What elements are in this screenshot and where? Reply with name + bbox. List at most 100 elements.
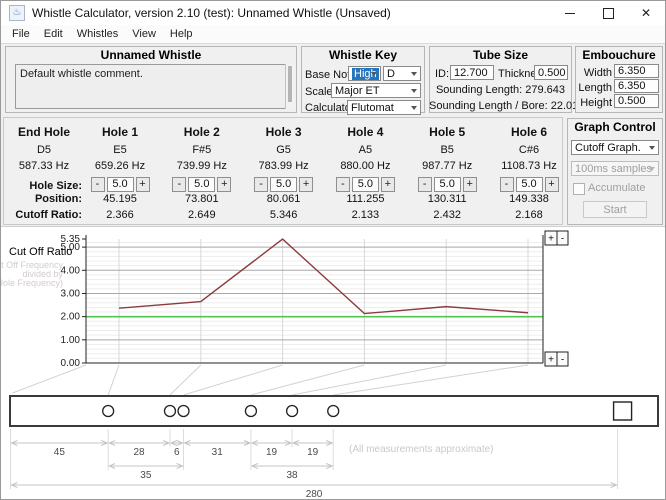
hole-size-plus-button[interactable]: + <box>544 177 559 192</box>
base-note-label: Base Note: <box>305 69 360 81</box>
hole-cutoff: 2.649 <box>188 209 216 221</box>
hole-position: 149.338 <box>509 193 549 205</box>
position-row-label: Position: <box>34 193 82 205</box>
hole-cutoff: 2.366 <box>106 209 134 221</box>
hole-size-spinner: -5.0 + <box>406 177 488 192</box>
dimension-label: 35 <box>140 470 152 481</box>
hole-header: Hole 6 <box>510 125 547 139</box>
hole-size-value: 5.0 <box>188 177 216 192</box>
hole-size-plus-button[interactable]: + <box>299 177 314 192</box>
hole-size-minus-button[interactable]: - <box>335 177 350 192</box>
embouchure-length-field[interactable]: 6.350 <box>614 79 659 93</box>
hole-cutoff: 2.133 <box>351 209 380 221</box>
finger-hole <box>285 404 299 418</box>
y-tick-label: 0.00 <box>61 358 81 369</box>
y-tick-label: 2.00 <box>61 312 81 323</box>
minimize-button[interactable] <box>551 1 589 25</box>
dimension-label: 280 <box>306 489 323 500</box>
comment-textarea[interactable]: Default whistle comment. <box>15 64 293 109</box>
hole-size-spinner: -5.0 + <box>79 177 161 192</box>
menu-item-view[interactable]: View <box>132 28 156 40</box>
menu-item-edit[interactable]: Edit <box>43 28 63 40</box>
hole-column-6: Hole 6 C#6 1108.73 Hz -5.0 +149.338 2.168 <box>488 118 570 226</box>
samples-combo[interactable]: 100ms samples <box>571 161 659 176</box>
hole-freq: 659.26 Hz <box>94 160 146 172</box>
menu-item-help[interactable]: Help <box>169 28 193 40</box>
hole-note: E5 <box>113 144 127 156</box>
embouchure-title: Embouchure <box>582 48 656 62</box>
hole-size-spinner: -5.0 + <box>161 177 243 192</box>
accumulate-checkbox[interactable] <box>573 183 585 195</box>
hole-size-minus-button[interactable]: - <box>499 177 514 192</box>
embouchure-length-label: Length <box>578 82 612 94</box>
leader-line <box>12 364 87 394</box>
chevron-down-icon <box>411 72 417 76</box>
hole-header: Hole 5 <box>429 125 466 139</box>
dimension-label: 38 <box>287 470 299 481</box>
hole-freq: 1108.73 Hz <box>501 160 557 172</box>
hole-position: 130.311 <box>427 193 467 205</box>
comment-scrollbar[interactable] <box>285 64 295 109</box>
menu-item-file[interactable]: File <box>12 28 30 40</box>
hole-size-minus-button[interactable]: - <box>172 177 187 192</box>
embouchure-height-field[interactable]: 0.500 <box>614 94 659 108</box>
hole-size-minus-button[interactable]: - <box>417 177 432 192</box>
measurements-note: (All measurements approximate) <box>349 444 494 455</box>
scale-value: Major ET <box>335 84 380 97</box>
y-tick-label: 4.00 <box>61 265 81 276</box>
embouchure-window <box>612 401 633 421</box>
hole-freq: 880.00 Hz <box>340 160 391 172</box>
hole-size-value: 5.0 <box>106 177 134 192</box>
hole-column-5: Hole 5 B5 987.77 Hz -5.0 +130.311 2.432 <box>406 118 488 226</box>
maximize-button[interactable] <box>589 1 627 25</box>
menu-bar: File Edit Whistles View Help <box>1 25 665 44</box>
hole-position: 73.801 <box>184 193 219 205</box>
cutoff-row-label: Cutoff Ratio: <box>15 209 82 221</box>
y-zoom-buttons-bottom: + - <box>544 351 569 367</box>
hole-size-value: 5.0 <box>515 177 543 192</box>
zoom-out-button[interactable] <box>556 230 569 246</box>
hole-size-row-label: Hole Size: <box>29 180 82 192</box>
finger-hole <box>102 404 115 418</box>
hole-position: 111.255 <box>346 193 385 205</box>
graph-type-combo[interactable]: Cutoff Graph. <box>571 140 659 155</box>
scale-combo[interactable]: Major ET <box>331 83 421 98</box>
base-note-value: D <box>387 67 395 80</box>
hole-size-minus-button[interactable]: - <box>90 177 105 192</box>
hole-size-plus-button[interactable]: + <box>135 177 150 192</box>
id-field[interactable]: 12.700 <box>450 65 494 80</box>
thickness-field[interactable]: 0.500 <box>534 65 568 80</box>
hole-size-plus-button[interactable]: + <box>217 177 232 192</box>
hole-position: 80.061 <box>266 193 301 205</box>
hole-freq: 987.77 Hz <box>422 160 473 172</box>
menu-item-whistles[interactable]: Whistles <box>76 28 119 40</box>
tube-size-title: Tube Size <box>472 48 529 62</box>
leader-line <box>292 364 447 396</box>
hole-size-plus-button[interactable]: + <box>380 177 395 192</box>
comment-scrollbar-thumb[interactable] <box>288 66 292 102</box>
hole-cutoff: 2.432 <box>433 209 461 221</box>
y-tick-label: 5.00 <box>61 242 81 253</box>
comment-panel-title: Unnamed Whistle <box>100 48 202 62</box>
chevron-down-icon <box>411 89 417 93</box>
finger-hole <box>163 404 177 418</box>
hole-freq: 783.99 Hz <box>258 160 309 172</box>
calculator-label: Calculator <box>305 102 355 114</box>
graph-type-value: Cutoff Graph. <box>575 141 641 154</box>
chart-subtitle: Hole Frequency) <box>1 278 63 288</box>
hole-size-minus-button[interactable]: - <box>254 177 269 192</box>
zoom-out-button[interactable] <box>556 351 569 367</box>
start-button[interactable]: Start <box>583 201 647 218</box>
calculator-combo[interactable]: Flutomat <box>347 100 421 115</box>
embouchure-width-field[interactable]: 6.350 <box>614 64 659 78</box>
base-note-combo[interactable]: D <box>383 66 421 81</box>
base-note-range-value: High <box>352 67 379 80</box>
graph-control-title: Graph Control <box>574 120 656 134</box>
hole-column-1: Hole 1 E5 659.26 Hz -5.0 +45.195 2.366 <box>79 118 161 226</box>
hole-size-plus-button[interactable]: + <box>462 177 477 192</box>
chevron-down-icon <box>371 72 377 76</box>
close-button[interactable]: ✕ <box>627 1 665 25</box>
finger-hole <box>177 404 190 418</box>
base-note-range-combo[interactable]: High <box>348 66 381 81</box>
